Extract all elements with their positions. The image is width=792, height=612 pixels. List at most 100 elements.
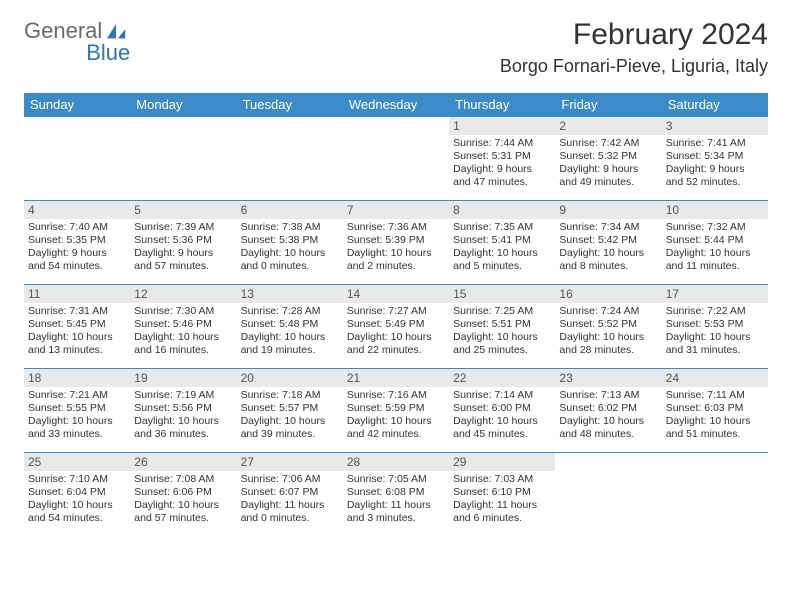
- calendar-empty-cell: [343, 117, 449, 201]
- sunrise-line: Sunrise: 7:32 AM: [666, 221, 764, 234]
- calendar-day-cell: 25Sunrise: 7:10 AMSunset: 6:04 PMDayligh…: [24, 453, 130, 537]
- weekday-header: Sunday: [24, 93, 130, 117]
- calendar-week-row: 11Sunrise: 7:31 AMSunset: 5:45 PMDayligh…: [24, 285, 768, 369]
- day-number: 18: [24, 369, 130, 387]
- daylight-line: Daylight: 10 hours and 42 minutes.: [347, 415, 445, 441]
- sunrise-line: Sunrise: 7:42 AM: [559, 137, 657, 150]
- daylight-line: Daylight: 10 hours and 25 minutes.: [453, 331, 551, 357]
- day-number: 3: [662, 117, 768, 135]
- calendar-week-row: 4Sunrise: 7:40 AMSunset: 5:35 PMDaylight…: [24, 201, 768, 285]
- sunrise-line: Sunrise: 7:10 AM: [28, 473, 126, 486]
- daylight-line: Daylight: 10 hours and 5 minutes.: [453, 247, 551, 273]
- daylight-line: Daylight: 10 hours and 16 minutes.: [134, 331, 232, 357]
- sunrise-line: Sunrise: 7:35 AM: [453, 221, 551, 234]
- sunset-line: Sunset: 6:00 PM: [453, 402, 551, 415]
- sunrise-line: Sunrise: 7:24 AM: [559, 305, 657, 318]
- calendar-day-cell: 18Sunrise: 7:21 AMSunset: 5:55 PMDayligh…: [24, 369, 130, 453]
- calendar-day-cell: 5Sunrise: 7:39 AMSunset: 5:36 PMDaylight…: [130, 201, 236, 285]
- sunset-line: Sunset: 5:35 PM: [28, 234, 126, 247]
- day-number: 6: [237, 201, 343, 219]
- sunrise-line: Sunrise: 7:05 AM: [347, 473, 445, 486]
- calendar-empty-cell: [130, 117, 236, 201]
- day-number: 13: [237, 285, 343, 303]
- sunrise-line: Sunrise: 7:16 AM: [347, 389, 445, 402]
- sunset-line: Sunset: 5:59 PM: [347, 402, 445, 415]
- sunset-line: Sunset: 6:04 PM: [28, 486, 126, 499]
- day-number: 1: [449, 117, 555, 135]
- calendar-day-cell: 8 Sunrise: 7:35 AMSunset: 5:41 PMDaylight…: [449, 201, 555, 285]
- sunrise-line: Sunrise: 7:36 AM: [347, 221, 445, 234]
- sunset-line: Sunset: 5:39 PM: [347, 234, 445, 247]
- weekday-header-row: SundayMondayTuesdayWednesdayThursdayFrid…: [24, 93, 768, 117]
- day-number: 12: [130, 285, 236, 303]
- day-number: 23: [555, 369, 661, 387]
- sunrise-line: Sunrise: 7:08 AM: [134, 473, 232, 486]
- day-number: 28: [343, 453, 449, 471]
- daylight-line: Daylight: 10 hours and 0 minutes.: [241, 247, 339, 273]
- sunrise-line: Sunrise: 7:38 AM: [241, 221, 339, 234]
- day-number: 26: [130, 453, 236, 471]
- day-number: 8: [449, 201, 555, 219]
- weekday-header: Thursday: [449, 93, 555, 117]
- sunset-line: Sunset: 6:06 PM: [134, 486, 232, 499]
- calendar-body: 1 Sunrise: 7:44 AMSunset: 5:31 PM Daylight…: [24, 117, 768, 537]
- day-number: 16: [555, 285, 661, 303]
- sunset-line: Sunset: 5:31 PM: [453, 150, 551, 163]
- calendar-week-row: 25Sunrise: 7:10 AMSunset: 6:04 PMDayligh…: [24, 453, 768, 537]
- daylight-line: Daylight: 10 hours and 22 minutes.: [347, 331, 445, 357]
- sunset-line: Sunset: 5:56 PM: [134, 402, 232, 415]
- day-number: 9: [555, 201, 661, 219]
- weekday-header: Tuesday: [237, 93, 343, 117]
- day-number: 29: [449, 453, 555, 471]
- sunrise-line: Sunrise: 7:18 AM: [241, 389, 339, 402]
- sunset-line: Sunset: 6:08 PM: [347, 486, 445, 499]
- sunset-line: Sunset: 6:07 PM: [241, 486, 339, 499]
- sunrise-line: Sunrise: 7:27 AM: [347, 305, 445, 318]
- daylight-line: Daylight: 10 hours and 8 minutes.: [559, 247, 657, 273]
- calendar-day-cell: 24Sunrise: 7:11 AMSunset: 6:03 PMDayligh…: [662, 369, 768, 453]
- header: GeneralBlue February 2024 Borgo Fornari-…: [24, 18, 768, 77]
- sunset-line: Sunset: 6:10 PM: [453, 486, 551, 499]
- calendar-day-cell: 28Sunrise: 7:05 AMSunset: 6:08 PMDayligh…: [343, 453, 449, 537]
- sunrise-line: Sunrise: 7:31 AM: [28, 305, 126, 318]
- calendar-day-cell: 27Sunrise: 7:06 AMSunset: 6:07 PMDayligh…: [237, 453, 343, 537]
- daylight-line: Daylight: 10 hours and 48 minutes.: [559, 415, 657, 441]
- sunset-line: Sunset: 6:02 PM: [559, 402, 657, 415]
- daylight-line: Daylight: 10 hours and 33 minutes.: [28, 415, 126, 441]
- calendar-day-cell: 29Sunrise: 7:03 AMSunset: 6:10 PMDayligh…: [449, 453, 555, 537]
- calendar-day-cell: 20Sunrise: 7:18 AMSunset: 5:57 PMDayligh…: [237, 369, 343, 453]
- daylight-line: Daylight: 10 hours and 13 minutes.: [28, 331, 126, 357]
- day-number: 11: [24, 285, 130, 303]
- calendar-day-cell: 19Sunrise: 7:19 AMSunset: 5:56 PMDayligh…: [130, 369, 236, 453]
- day-number: 27: [237, 453, 343, 471]
- sunset-line: Sunset: 5:34 PM: [666, 150, 764, 163]
- sunrise-line: Sunrise: 7:39 AM: [134, 221, 232, 234]
- day-number: 14: [343, 285, 449, 303]
- sunset-line: Sunset: 5:55 PM: [28, 402, 126, 415]
- sunset-line: Sunset: 5:48 PM: [241, 318, 339, 331]
- daylight-line: Daylight: 10 hours and 31 minutes.: [666, 331, 764, 357]
- sunset-line: Sunset: 5:38 PM: [241, 234, 339, 247]
- sunset-line: Sunset: 5:32 PM: [559, 150, 657, 163]
- sunrise-line: Sunrise: 7:40 AM: [28, 221, 126, 234]
- sunset-line: Sunset: 5:36 PM: [134, 234, 232, 247]
- daylight-line: Daylight: 9 hours and 54 minutes.: [28, 247, 126, 273]
- sunrise-line: Sunrise: 7:44 AM: [453, 137, 551, 150]
- calendar-day-cell: 22Sunrise: 7:14 AMSunset: 6:00 PMDayligh…: [449, 369, 555, 453]
- calendar-day-cell: 7Sunrise: 7:36 AMSunset: 5:39 PMDaylight…: [343, 201, 449, 285]
- location-subtitle: Borgo Fornari-Pieve, Liguria, Italy: [500, 56, 768, 77]
- daylight-line: Daylight: 11 hours and 0 minutes.: [241, 499, 339, 525]
- sunset-line: Sunset: 5:51 PM: [453, 318, 551, 331]
- daylight-line: Daylight: 10 hours and 45 minutes.: [453, 415, 551, 441]
- calendar-table: SundayMondayTuesdayWednesdayThursdayFrid…: [24, 93, 768, 537]
- sunrise-line: Sunrise: 7:28 AM: [241, 305, 339, 318]
- sunset-line: Sunset: 5:41 PM: [453, 234, 551, 247]
- day-number: 15: [449, 285, 555, 303]
- calendar-day-cell: 4Sunrise: 7:40 AMSunset: 5:35 PMDaylight…: [24, 201, 130, 285]
- calendar-day-cell: 16Sunrise: 7:24 AMSunset: 5:52 PMDayligh…: [555, 285, 661, 369]
- calendar-day-cell: 23Sunrise: 7:13 AMSunset: 6:02 PMDayligh…: [555, 369, 661, 453]
- weekday-header: Friday: [555, 93, 661, 117]
- weekday-header: Saturday: [662, 93, 768, 117]
- day-number: 2: [555, 117, 661, 135]
- sunset-line: Sunset: 5:44 PM: [666, 234, 764, 247]
